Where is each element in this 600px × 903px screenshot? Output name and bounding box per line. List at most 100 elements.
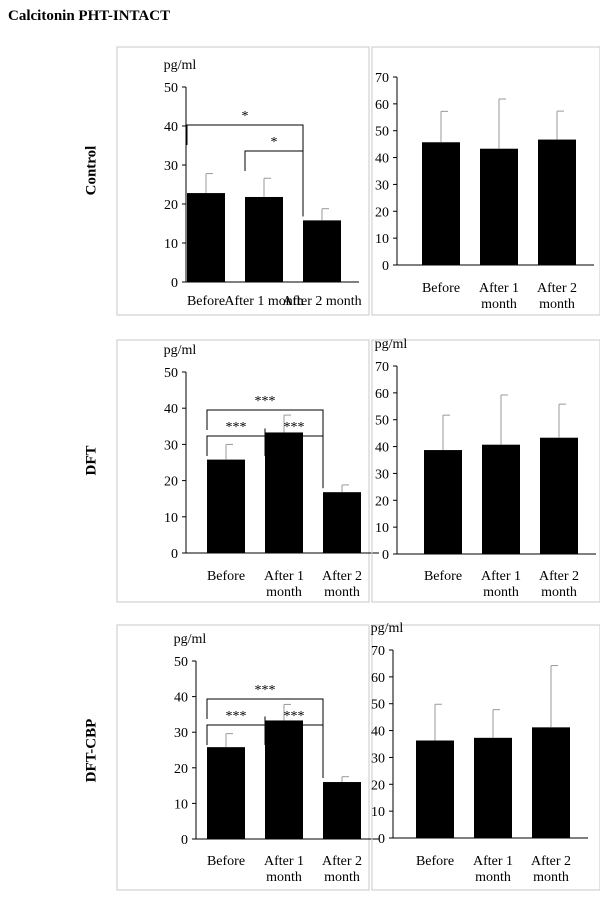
chart-frame (371, 46, 600, 316)
category-label: Before (207, 854, 245, 869)
y-tick-label: 30 (164, 159, 178, 174)
y-tick-label: 0 (382, 259, 389, 274)
y-tick-label: 30 (164, 438, 178, 453)
category-label: month (481, 297, 517, 312)
category-label: month (475, 870, 511, 885)
category-label: month (266, 870, 302, 885)
bar (540, 437, 578, 554)
y-tick-label: 20 (375, 494, 389, 509)
significance-label: *** (284, 420, 305, 435)
y-tick-label: 70 (375, 360, 389, 375)
category-label: Before (424, 569, 462, 584)
y-tick-label: 0 (378, 832, 385, 847)
category-label: month (266, 585, 302, 600)
category-label: month (483, 585, 519, 600)
category-label: After 1 month (224, 294, 303, 309)
chart-frame (371, 624, 600, 891)
y-tick-label: 40 (164, 402, 178, 417)
y-tick-label: 20 (371, 778, 385, 793)
bar (482, 444, 520, 554)
y-tick-label: 20 (174, 762, 188, 777)
category-label: After 1 (264, 854, 304, 869)
y-tick-label: 60 (375, 387, 389, 402)
category-label: After 1 (481, 569, 521, 584)
category-label: After 1 (473, 854, 513, 869)
significance-label: *** (226, 420, 247, 435)
y-tick-label: 60 (375, 98, 389, 113)
bar (532, 727, 570, 838)
category-label: month (539, 297, 575, 312)
bar (422, 142, 460, 265)
y-axis-label: pg/ml (174, 632, 207, 647)
y-tick-label: 30 (375, 467, 389, 482)
bar (187, 193, 225, 282)
significance-bracket (206, 428, 266, 456)
category-label: month (533, 870, 569, 885)
category-label: After 2 (537, 281, 577, 296)
bar (424, 450, 462, 554)
significance-label: *** (284, 709, 305, 724)
bar (323, 782, 361, 839)
significance-bracket (244, 150, 304, 217)
significance-bracket (206, 716, 266, 745)
y-tick-label: 30 (371, 751, 385, 766)
bar (303, 220, 341, 282)
category-label: After 1 (264, 569, 304, 584)
y-tick-label: 20 (164, 475, 178, 490)
significance-bracket (264, 435, 324, 489)
y-axis-label: pg/ml (375, 337, 408, 352)
bar (416, 740, 454, 838)
bar (245, 196, 283, 282)
category-label: Before (187, 294, 225, 309)
chart-frame (116, 339, 370, 603)
y-tick-label: 10 (164, 237, 178, 252)
category-label: After 2 (531, 854, 571, 869)
significance-label: * (242, 109, 249, 124)
chart-frame (116, 46, 370, 316)
page-title: Calcitonin PHT-INTACT (8, 8, 171, 24)
chart-frame (371, 339, 600, 603)
category-label: After 1 (479, 281, 519, 296)
y-tick-label: 0 (171, 276, 178, 291)
y-tick-label: 60 (371, 671, 385, 686)
category-label: After 2 (539, 569, 579, 584)
chart-control-left: 0 10 20 30 40 50 pg/ml Before After 1 monthAfter… (116, 46, 370, 316)
category-label: month (324, 870, 360, 885)
category-label: Before (422, 281, 460, 296)
y-tick-label: 40 (375, 152, 389, 167)
y-tick-label: 50 (164, 366, 178, 381)
y-tick-label: 10 (164, 511, 178, 526)
bar (538, 139, 576, 265)
y-tick-label: 50 (164, 81, 178, 96)
y-tick-label: 10 (375, 232, 389, 247)
y-tick-label: 10 (371, 805, 385, 820)
category-label: month (541, 585, 577, 600)
y-tick-label: 20 (375, 205, 389, 220)
y-tick-label: 0 (181, 833, 188, 848)
y-tick-label: 40 (375, 441, 389, 456)
category-label: Before (207, 569, 245, 584)
chart-frame (116, 624, 370, 891)
y-tick-label: 40 (174, 691, 188, 706)
y-tick-label: 50 (375, 125, 389, 140)
bar (207, 459, 245, 553)
y-axis-label: pg/ml (164, 58, 197, 73)
y-tick-label: 40 (164, 120, 178, 135)
significance-bracket (264, 724, 324, 779)
bar (265, 720, 303, 839)
y-axis-label: pg/ml (164, 343, 197, 358)
category-label: month (324, 585, 360, 600)
significance-label: *** (226, 709, 247, 724)
significance-label: *** (255, 394, 276, 409)
bar (474, 737, 512, 838)
category-label: After 2 (322, 569, 362, 584)
y-tick-label: 70 (371, 644, 385, 659)
category-label: After 2 month (282, 294, 361, 309)
significance-label: *** (255, 683, 276, 698)
y-tick-label: 50 (375, 414, 389, 429)
